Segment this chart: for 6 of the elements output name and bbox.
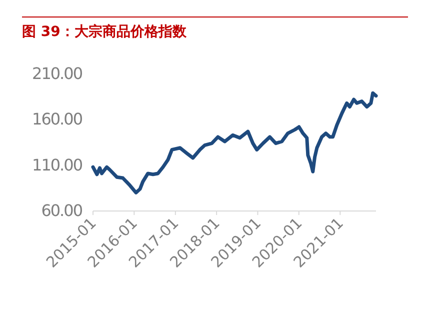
- y-tick-label: 160.00: [32, 110, 83, 129]
- y-tick-label: 210.00: [32, 64, 83, 83]
- chart-title: 图 39：大宗商品价格指数: [22, 23, 188, 40]
- y-tick-label: 60.00: [41, 201, 83, 220]
- line-series: [91, 91, 378, 194]
- y-tick-label: 110.00: [32, 155, 83, 174]
